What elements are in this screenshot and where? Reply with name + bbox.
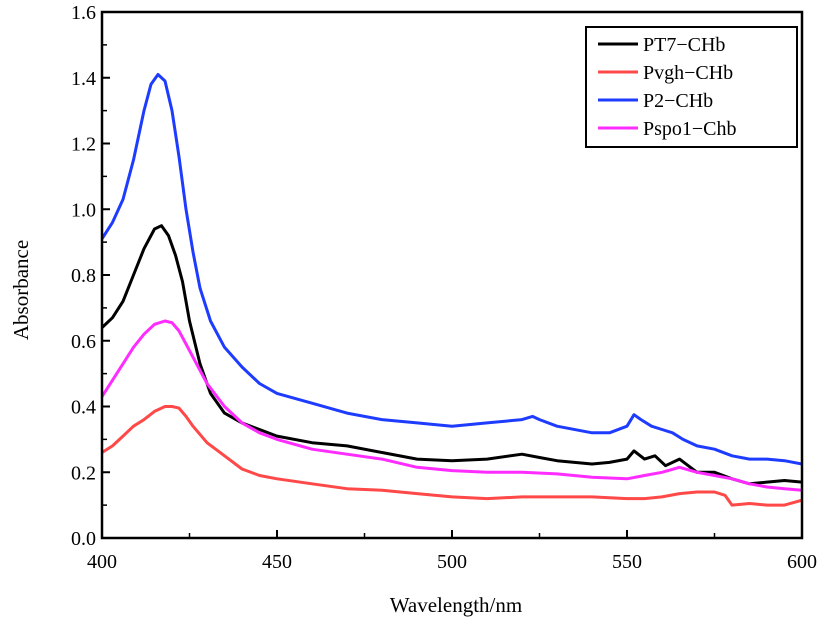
series-line-1	[102, 224, 802, 486]
y-tick-label: 0.6	[71, 331, 96, 353]
legend-label: Pvgh−CHb	[643, 62, 733, 84]
y-tick-label: 0.2	[71, 462, 96, 484]
y-tick-label: 1.2	[71, 134, 96, 156]
y-tick-label: 1.0	[71, 199, 96, 221]
series-line-3	[102, 73, 802, 466]
x-tick-label: 450	[262, 551, 292, 573]
plot-frame	[100, 10, 804, 540]
y-tick-label: 0.4	[71, 397, 96, 419]
y-axis: 0.0 0.2 0.4 0.6 0.8 1.0 1.2 1.4 1.6	[71, 2, 110, 550]
plot-area	[102, 73, 802, 507]
x-axis: 400 450 500 550 600	[87, 530, 817, 573]
y-tick-label: 0.0	[71, 528, 96, 550]
legend-label: P2−CHb	[643, 90, 713, 112]
legend-label: Pspo1−Chb	[643, 118, 737, 140]
legend-label: PT7−CHb	[643, 34, 725, 56]
x-tick-label: 600	[787, 551, 817, 573]
y-tick-label: 1.4	[71, 68, 96, 90]
x-tick-label: 400	[87, 551, 117, 573]
x-tick-label: 550	[612, 551, 642, 573]
y-axis-label: Absorbance	[9, 240, 33, 340]
y-tick-label: 0.8	[71, 265, 96, 287]
x-axis-label: Wavelength/nm	[390, 593, 522, 617]
series-line-2	[102, 405, 802, 507]
series-line-4	[102, 319, 802, 492]
legend: PT7−CHb Pvgh−CHb P2−CHb Pspo1−Chb	[585, 26, 798, 148]
y-tick-label: 1.6	[71, 2, 96, 24]
x-tick-label: 500	[437, 551, 467, 573]
